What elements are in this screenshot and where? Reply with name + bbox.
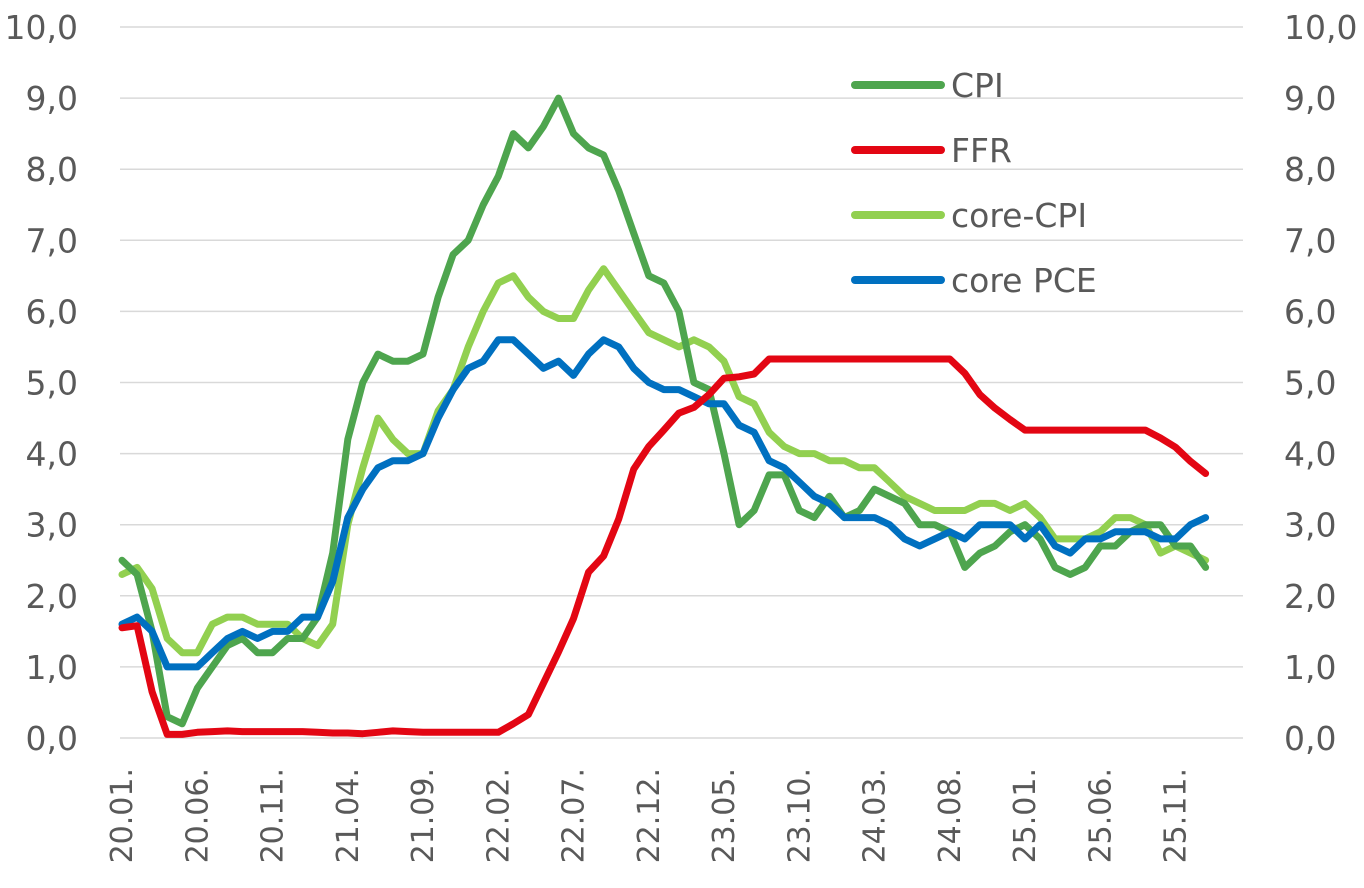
y-tick-label-right: 3,0 <box>1284 506 1336 545</box>
x-tick-label: 25.11. <box>1159 768 1194 863</box>
y-tick-label-left: 0,0 <box>26 719 78 758</box>
y-tick-label-right: 1,0 <box>1284 648 1336 687</box>
x-tick-label: 23.10. <box>782 768 817 863</box>
x-tick-label: 20.11. <box>256 768 291 863</box>
x-tick-label: 25.06. <box>1083 768 1118 863</box>
y-tick-label-right: 0,0 <box>1284 719 1336 758</box>
series-line-cpi <box>118 94 1210 728</box>
series-line-core-pce <box>118 336 1210 671</box>
y-tick-label-left: 2,0 <box>26 577 78 616</box>
x-tick-label: 21.04. <box>331 768 366 863</box>
y-tick-label-right: 6,0 <box>1284 292 1336 331</box>
legend-label: CPI <box>951 66 1004 105</box>
left-y-axis: 0,0 1,0 2,0 3,0 4,0 5,0 6,0 7,0 8,0 9,0 10,0 <box>5 8 78 758</box>
y-tick-label-left: 9,0 <box>26 79 78 118</box>
y-tick-label-right: 2,0 <box>1284 577 1336 616</box>
y-tick-label-left: 1,0 <box>26 648 78 687</box>
x-tick-label: 22.12. <box>632 768 667 863</box>
y-tick-label-left: 7,0 <box>26 221 78 260</box>
x-tick-label: 24.08. <box>933 768 968 863</box>
y-tick-label-right: 7,0 <box>1284 221 1336 260</box>
x-tick-label: 25.01. <box>1008 768 1043 863</box>
legend-label: core-CPI <box>951 196 1087 235</box>
series-line-ffr <box>118 355 1210 738</box>
y-tick-label-right: 4,0 <box>1284 435 1336 474</box>
gridlines <box>120 26 1243 739</box>
right-y-axis: 0,0 1,0 2,0 3,0 4,0 5,0 6,0 7,0 8,0 9,0 10,0 <box>1284 8 1357 758</box>
x-tick-label: 22.07. <box>557 768 592 863</box>
y-tick-label-left: 4,0 <box>26 435 78 474</box>
legend-label: FFR <box>951 131 1012 170</box>
y-tick-label-right: 9,0 <box>1284 79 1336 118</box>
x-tick-label: 21.09. <box>406 768 441 863</box>
y-tick-label-left: 5,0 <box>26 364 78 403</box>
y-tick-label-left: 6,0 <box>26 292 78 331</box>
x-tick-label: 20.01. <box>105 768 140 863</box>
x-tick-label: 22.02. <box>481 768 516 863</box>
x-tick-label: 23.05. <box>707 768 742 863</box>
legend-label: core PCE <box>951 261 1097 300</box>
legend: CPI FFR core-CPI core PCE <box>851 66 1097 300</box>
series-lines <box>118 94 1210 738</box>
y-tick-label-left: 3,0 <box>26 506 78 545</box>
x-tick-label: 24.03. <box>858 768 893 863</box>
y-tick-label-left: 8,0 <box>26 150 78 189</box>
y-tick-label-left: 10,0 <box>5 8 78 47</box>
y-tick-label-right: 10,0 <box>1284 8 1357 47</box>
y-tick-label-right: 8,0 <box>1284 150 1336 189</box>
x-tick-label: 20.06. <box>180 768 215 863</box>
y-tick-label-right: 5,0 <box>1284 364 1336 403</box>
x-axis: 20.01. 20.06. 20.11. 21.04. 21.09. 22.02. 22.0… <box>105 768 1194 863</box>
